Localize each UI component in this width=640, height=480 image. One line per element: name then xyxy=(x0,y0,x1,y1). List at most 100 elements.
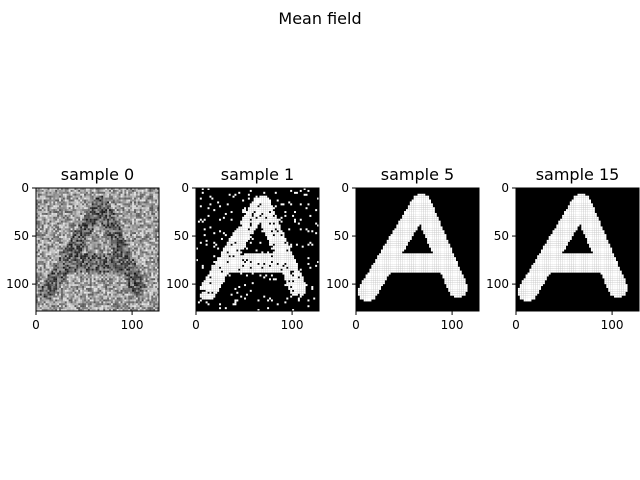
image-pixel xyxy=(247,220,250,223)
image-pixel xyxy=(114,282,117,285)
image-pixel xyxy=(39,241,42,244)
image-pixel xyxy=(59,226,62,229)
image-pixel xyxy=(143,243,146,246)
image-pixel xyxy=(62,295,65,298)
image-pixel xyxy=(114,228,117,231)
image-pixel xyxy=(230,262,233,265)
image-pixel xyxy=(126,309,129,312)
image-pixel xyxy=(85,197,88,200)
image-pixel xyxy=(215,261,218,263)
image-pixel xyxy=(107,197,110,200)
image-pixel xyxy=(105,295,108,298)
image-pixel xyxy=(103,264,106,267)
image-pixel xyxy=(278,236,281,239)
image-pixel xyxy=(155,274,158,277)
image-pixel xyxy=(139,207,142,210)
image-pixel xyxy=(135,307,138,310)
image-pixel xyxy=(153,280,156,283)
image-pixel xyxy=(68,220,71,223)
image-pixel xyxy=(64,303,67,306)
image-pixel xyxy=(110,232,113,235)
image-pixel xyxy=(255,207,258,210)
image-pixel xyxy=(62,280,65,283)
image-pixel xyxy=(232,239,235,242)
image-pixel xyxy=(62,247,65,250)
image-pixel xyxy=(99,247,102,250)
image-pixel xyxy=(89,209,92,212)
image-pixel xyxy=(45,247,48,250)
image-pixel xyxy=(134,303,136,306)
image-pixel xyxy=(105,257,108,260)
image-pixel xyxy=(91,212,94,215)
image-pixel xyxy=(107,284,110,287)
image-pixel xyxy=(145,226,148,229)
image-pixel xyxy=(91,207,94,210)
image-pixel xyxy=(116,228,119,231)
image-pixel xyxy=(132,209,135,212)
image-pixel xyxy=(145,239,148,242)
image-pixel xyxy=(240,245,243,248)
image-pixel xyxy=(134,224,136,227)
image-pixel xyxy=(137,224,140,227)
image-pixel xyxy=(147,199,150,202)
image-pixel xyxy=(215,243,218,246)
image-pixel xyxy=(60,284,63,287)
image-pixel xyxy=(66,205,69,208)
image-pixel xyxy=(51,293,54,296)
image-pixel xyxy=(118,247,121,250)
image-pixel xyxy=(103,207,106,210)
image-pixel xyxy=(149,282,152,285)
image-pixel xyxy=(101,243,104,246)
image-pixel xyxy=(101,239,104,242)
image-pixel xyxy=(135,199,138,202)
image-pixel xyxy=(82,205,85,208)
image-pixel xyxy=(245,239,248,242)
image-pixel xyxy=(153,268,156,271)
image-pixel xyxy=(278,239,281,242)
image-pixel xyxy=(109,241,111,244)
image-pixel xyxy=(53,224,56,227)
image-pixel xyxy=(55,253,58,256)
image-pixel xyxy=(74,193,77,196)
image-pixel xyxy=(112,201,115,204)
image-pixel xyxy=(213,261,216,263)
image-pixel xyxy=(153,295,156,298)
image-pixel xyxy=(51,257,54,260)
image-pixel xyxy=(139,255,142,258)
image-pixel xyxy=(130,307,133,310)
image-pixel xyxy=(57,228,60,231)
image-pixel xyxy=(70,247,73,250)
image-pixel xyxy=(45,282,48,285)
image-pixel xyxy=(141,270,144,273)
image-pixel xyxy=(70,297,73,300)
image-pixel xyxy=(135,264,138,267)
image-pixel xyxy=(149,270,152,273)
image-pixel xyxy=(261,201,264,204)
image-pixel xyxy=(39,293,42,296)
image-pixel xyxy=(66,282,69,285)
image-pixel xyxy=(80,257,83,260)
image-pixel xyxy=(85,284,88,287)
image-pixel xyxy=(41,303,44,306)
image-pixel xyxy=(78,218,81,221)
image-pixel xyxy=(110,268,113,271)
image-pixel xyxy=(118,226,121,229)
image-pixel xyxy=(43,212,46,215)
image-pixel xyxy=(109,226,111,229)
image-pixel xyxy=(64,222,67,225)
image-pixel xyxy=(128,280,131,283)
image-pixel xyxy=(85,193,88,196)
image-pixel xyxy=(263,222,266,225)
image-pixel xyxy=(124,305,127,308)
image-pixel xyxy=(137,295,140,298)
image-pixel xyxy=(62,234,65,237)
image-pixel xyxy=(234,193,237,196)
image-pixel xyxy=(99,293,102,296)
image-pixel xyxy=(93,303,96,306)
image-pixel xyxy=(309,214,312,217)
image-pixel xyxy=(215,262,218,265)
image-pixel xyxy=(157,226,160,229)
image-pixel xyxy=(247,236,250,239)
image-pixel xyxy=(224,234,227,237)
image-pixel xyxy=(91,301,94,304)
